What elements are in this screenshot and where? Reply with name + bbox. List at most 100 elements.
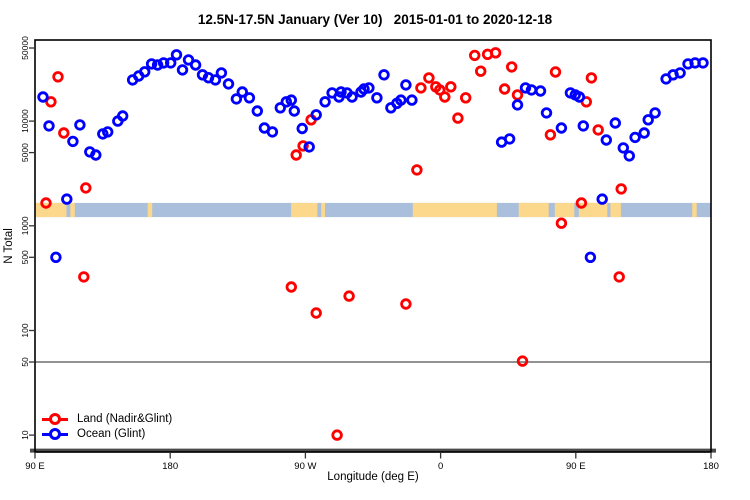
series-land	[40, 47, 627, 441]
chart-title: 12.5N-17.5N January (Ver 10) 2015-01-01 …	[197, 12, 553, 27]
data-point	[116, 110, 129, 122]
map-band-land	[147, 202, 153, 218]
data-point	[609, 117, 622, 129]
data-point	[469, 49, 481, 62]
data-point	[45, 96, 57, 108]
data-point	[52, 71, 64, 83]
data-point	[406, 94, 418, 106]
data-point	[506, 61, 518, 73]
data-point	[151, 59, 164, 71]
data-point	[297, 140, 309, 152]
data-point	[540, 107, 553, 119]
data-point	[74, 119, 86, 131]
map-band-land	[70, 202, 75, 218]
data-point	[58, 127, 70, 139]
data-point	[358, 83, 370, 95]
data-point	[674, 67, 686, 79]
x-tick-label: 90 W	[294, 461, 316, 472]
data-point	[475, 65, 487, 77]
data-point	[310, 307, 322, 319]
data-point	[511, 99, 524, 111]
data-point	[189, 59, 202, 71]
data-point	[445, 81, 457, 93]
data-point	[503, 133, 516, 145]
legend-item-ocean: Ocean (Glint)	[42, 427, 172, 442]
data-point	[176, 64, 189, 76]
data-point	[697, 57, 709, 69]
data-point	[145, 58, 158, 70]
data-point	[101, 126, 114, 138]
data-point	[288, 105, 301, 117]
data-point	[78, 271, 90, 283]
data-point	[164, 57, 177, 69]
data-point	[303, 141, 315, 153]
legend-label-ocean: Ocean (Glint)	[77, 428, 146, 440]
data-point	[215, 67, 228, 79]
data-point	[61, 193, 73, 205]
legend: Land (Nadir&Glint) Ocean (Glint)	[42, 412, 172, 442]
data-point	[573, 91, 586, 103]
data-point	[285, 281, 298, 293]
y-tick-label: 10000	[20, 109, 30, 133]
data-point	[519, 82, 532, 94]
data-point	[310, 109, 322, 121]
data-point	[415, 82, 427, 94]
legend-label-land: Land (Nadir&Glint)	[77, 413, 173, 425]
map-band-ocean	[35, 202, 711, 218]
data-point	[274, 102, 287, 114]
data-point	[615, 183, 627, 195]
data-point	[157, 57, 170, 69]
data-point	[423, 72, 435, 84]
data-point	[209, 74, 222, 86]
map-band-land	[610, 202, 621, 218]
data-point	[434, 84, 446, 96]
map-band-land	[518, 202, 549, 218]
data-point	[555, 217, 568, 229]
map-band-land	[554, 202, 575, 218]
legend-item-land: Land (Nadir&Glint)	[42, 412, 172, 427]
data-point	[400, 298, 412, 310]
data-point	[575, 197, 588, 209]
y-tick-label: 100	[20, 323, 30, 337]
data-point	[243, 92, 256, 104]
x-tick-label: 0	[438, 461, 443, 472]
data-point	[489, 47, 502, 59]
data-point	[371, 92, 383, 104]
data-point	[236, 86, 249, 98]
x-axis-label: Longitude (deg E)	[327, 471, 419, 483]
data-point	[170, 49, 183, 61]
data-point	[290, 149, 302, 161]
data-point	[613, 271, 625, 283]
data-point	[266, 126, 279, 138]
data-point	[577, 120, 590, 132]
data-point	[43, 120, 55, 132]
y-tick-label: 5000	[20, 143, 30, 162]
data-point	[649, 107, 661, 119]
data-point	[585, 72, 598, 84]
plot-border	[34, 39, 712, 453]
data-point	[343, 290, 355, 302]
x-tick-label: 90 E	[566, 461, 586, 472]
y-tick-label: 1000	[20, 216, 30, 235]
data-point	[90, 149, 102, 161]
data-point	[138, 66, 151, 78]
data-point	[592, 124, 604, 136]
data-point	[511, 89, 524, 101]
y-tick-label: 50000	[20, 36, 30, 60]
map-band-land	[578, 202, 608, 218]
data-point	[400, 79, 412, 91]
data-point	[230, 93, 243, 105]
data-point	[346, 91, 358, 103]
data-point	[525, 84, 538, 96]
y-tick-label: 50	[20, 357, 30, 367]
data-point	[584, 251, 597, 263]
data-point	[642, 114, 654, 126]
data-point	[37, 91, 49, 103]
map-band-land	[291, 202, 318, 218]
x-tick-label: 180	[162, 461, 178, 472]
data-point	[534, 85, 547, 97]
x-tick-label: 180	[703, 461, 719, 472]
data-point	[319, 96, 331, 108]
